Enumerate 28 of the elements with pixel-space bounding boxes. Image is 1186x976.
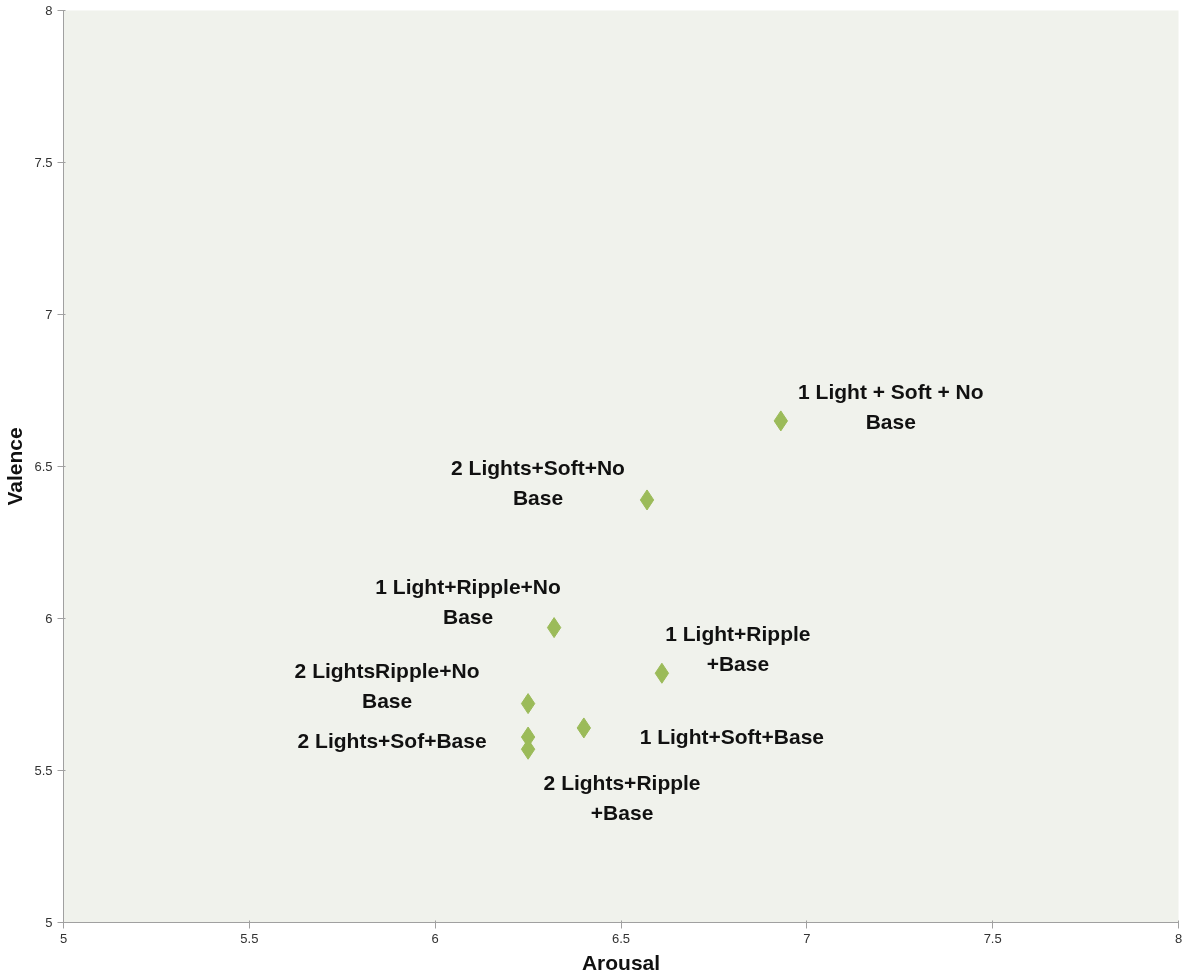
- x-tick-label: 5.5: [240, 930, 259, 946]
- y-tick-label: 7: [45, 307, 53, 322]
- annotation: 2 Lights+Sof+Base: [297, 728, 487, 752]
- x-tick-label: 5: [59, 930, 68, 946]
- point: [639, 489, 655, 511]
- x-tick-label: 8: [1174, 930, 1183, 946]
- x-axis-title: Arousal: [581, 950, 661, 974]
- annotation: 2 Lights+Soft+No Base: [451, 456, 625, 510]
- y-tick-label: 8: [45, 3, 53, 18]
- annotation: 1 Light+Soft+Base: [639, 725, 825, 749]
- y-tick-label: 6.5: [34, 459, 53, 474]
- point: [546, 617, 562, 639]
- y-tick-label: 5: [45, 915, 53, 930]
- y-tick-label: 5.5: [34, 763, 53, 778]
- y-tick-label: 7.5: [34, 155, 53, 170]
- y-tick-label: 6: [45, 611, 53, 626]
- annotation: 2 Lights+Ripple +Base: [543, 770, 701, 824]
- x-tick-label: 7.5: [983, 930, 1002, 946]
- x-tick-label: 7: [803, 930, 811, 946]
- point: [520, 693, 536, 715]
- x-tick-label: 6.5: [611, 930, 631, 946]
- annotation: 1 Light + Soft + No Base: [798, 380, 984, 434]
- annotation: 1 Light+Ripple+No Base: [375, 575, 561, 629]
- annotation: 2 LightsRipple+No Base: [294, 659, 480, 713]
- x-tick-label: 6: [431, 930, 439, 946]
- point: [654, 662, 670, 684]
- y-axis-title: Valence: [3, 427, 27, 506]
- annotation: 1 Light+Ripple +Base: [665, 621, 811, 675]
